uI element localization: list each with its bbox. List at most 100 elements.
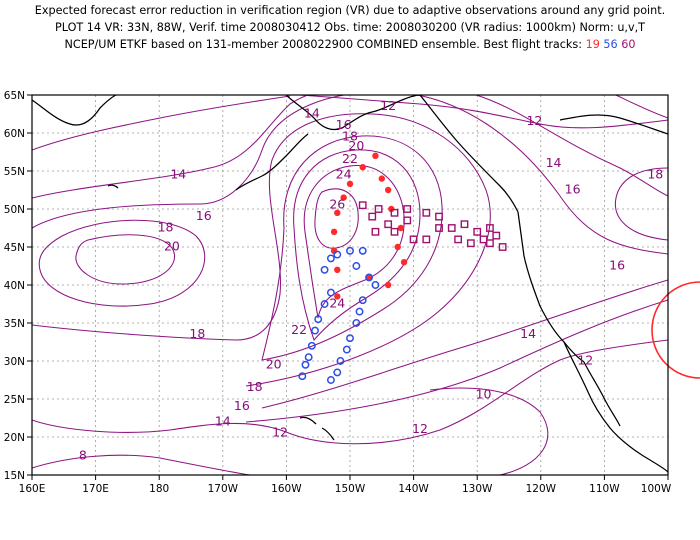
track-marker [346,334,354,343]
contour-label: 22 [342,151,358,166]
coastline-aleutians [235,133,309,191]
lat-label: 35N [4,318,25,330]
track-marker [333,368,342,377]
track-marker [304,353,313,362]
track-marker [334,266,341,273]
lat-label: 40N [4,280,25,292]
track-marker [320,265,329,274]
contour-label: 22 [291,322,307,337]
lat-label: 20N [4,432,25,444]
contour-12-edge [614,95,668,119]
track-marker [384,281,392,289]
contour-12-north [299,95,668,129]
contour-label: 14 [215,413,231,428]
track-marker [447,224,456,232]
contour-18-main [32,113,491,387]
contour-label: 16 [565,182,581,197]
contour-label: 8 [79,448,87,463]
track-marker [460,220,469,229]
lon-label: 120W [526,483,557,495]
lon-label: 180 [149,483,169,495]
contour-label: 20 [266,356,282,371]
contour-20 [261,135,443,361]
title-line-2: PLOT 14 VR: 33N, 88W, Verif. time 200803… [55,21,645,34]
track-marker [492,231,501,240]
flight-track-56 [298,246,380,384]
coastline-alaska [285,95,421,131]
track-marker [352,319,361,327]
contour-label: 16 [609,258,625,273]
track-marker [352,262,361,270]
contour-18-east [614,167,668,241]
coastline-baja [563,341,668,473]
grid-lines [32,95,668,475]
track-marker [334,209,341,216]
title-line-3-prefix: NCEP/UM ETKF based on 131-member 2008022… [64,38,583,51]
contour-labels: 1212141416161818202224261416182016242218… [79,98,663,463]
track-marker [371,281,380,289]
contour-label: 26 [329,197,345,212]
contour-label: 10 [476,387,492,402]
contour-14-edge [32,95,291,151]
contour-label: 16 [234,398,250,413]
coastline-baja-inner [583,361,621,427]
latitude-labels: 65N 60N 55N 50N 45N 40N 35N 30N 25N 20N … [4,90,25,482]
verification-region-circle [651,281,700,379]
track-marker [454,235,463,244]
track-marker [403,216,412,225]
lat-label: 65N [4,90,25,102]
contour-label: 12 [526,113,542,128]
contour-label: 16 [196,208,212,223]
coastline-alaska-panhandle [419,95,519,213]
track-marker [374,205,383,213]
track-marker [409,235,418,244]
contour-20-west [75,234,176,285]
track-marker [422,235,431,244]
coastlines [32,95,668,473]
tick-marks [27,94,669,480]
contour-12-west [32,419,287,433]
track-marker [390,227,399,236]
track-marker [326,254,335,263]
lon-label: 160W [271,483,302,495]
track-marker [403,205,412,213]
track-marker [390,208,399,217]
lat-label: 30N [4,356,25,368]
track-marker [314,315,323,324]
track-marker [435,212,443,221]
track-marker [333,250,342,259]
contour-label: 14 [304,106,320,121]
contour-lines [32,95,668,475]
contour-label: 16 [336,117,352,132]
track-marker [384,186,392,194]
track-marker [365,274,373,281]
coastline-kamchatka [32,95,117,126]
contour-12-south [285,339,668,445]
contour-label: 18 [158,220,174,235]
contour-label: 18 [647,166,663,181]
lat-label: 50N [4,204,25,216]
track-marker [372,152,379,159]
track-marker [320,300,329,308]
contour-18-west [38,219,206,307]
longitude-labels: 160E 170E 180 170W 160W 150W 140W 130W 1… [19,483,672,495]
contour-label: 18 [342,128,358,143]
track-marker [358,246,367,255]
track-marker [346,180,354,188]
track-marker [311,326,319,335]
lon-label: 110W [589,483,620,495]
track-marker [330,228,338,235]
contour-16-south [261,279,668,409]
track-marker [400,259,408,266]
contour-label: 24 [329,296,345,311]
track-marker [307,341,316,350]
track-marker [355,307,364,316]
track-label-red: 19 [585,38,600,51]
contour-label: 14 [170,166,186,181]
track-label-blue: 56 [603,38,618,51]
lon-label: 170W [208,483,239,495]
contour-label: 18 [189,326,205,341]
track-marker [466,239,475,248]
track-marker [473,227,482,236]
track-marker [358,201,367,210]
